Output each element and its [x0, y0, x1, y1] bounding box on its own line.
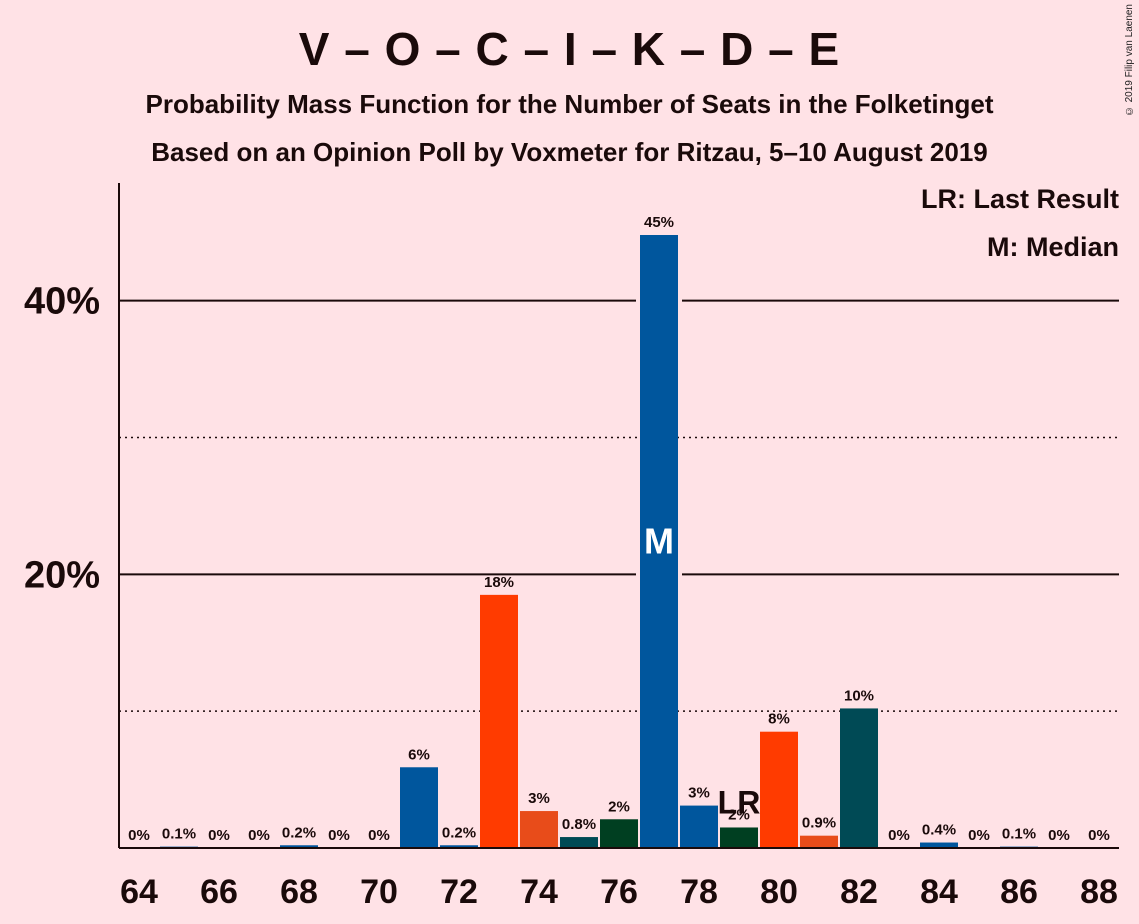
data-label-86: 0.1%	[1002, 826, 1036, 843]
bar-seats-76	[600, 819, 638, 848]
bar-seats-79	[720, 827, 758, 848]
median-bar-gap-left	[636, 298, 640, 303]
data-label-70: 0%	[368, 827, 390, 844]
data-label-67: 0%	[248, 827, 270, 844]
data-label-80: 8%	[768, 711, 790, 728]
chart-title: V – O – C – I – K – D – E	[298, 23, 841, 75]
bar-seats-78	[680, 805, 718, 848]
x-tick-label: 88	[1080, 873, 1118, 911]
bar-seats-84	[920, 842, 958, 848]
data-label-73: 18%	[484, 574, 514, 591]
data-label-84: 0.4%	[922, 822, 956, 839]
y-tick-label: 40%	[24, 281, 100, 323]
data-label-82: 10%	[844, 687, 874, 704]
x-tick-label: 82	[840, 873, 878, 911]
x-tick-label: 64	[120, 873, 158, 911]
bar-seats-75	[560, 837, 598, 848]
x-tick-label: 70	[360, 873, 398, 911]
data-label-79: 2%	[728, 806, 750, 823]
data-label-71: 6%	[408, 746, 430, 763]
data-label-65: 0.1%	[162, 826, 196, 843]
data-label-83: 0%	[888, 827, 910, 844]
x-tick-label: 74	[520, 873, 558, 911]
x-tick-label: 84	[920, 873, 958, 911]
data-label-75: 0.8%	[562, 816, 596, 833]
data-label-66: 0%	[208, 827, 230, 844]
data-label-88: 0%	[1088, 827, 1110, 844]
bar-seats-80	[760, 731, 798, 848]
x-tick-label: 76	[600, 873, 638, 911]
median-bar-gap-right	[678, 298, 682, 303]
x-tick-label: 72	[440, 873, 478, 911]
x-tick-label: 86	[1000, 873, 1038, 911]
data-label-72: 0.2%	[442, 824, 476, 841]
legend-median: M: Median	[987, 232, 1119, 262]
bar-seats-81	[800, 835, 838, 848]
data-label-69: 0%	[328, 827, 350, 844]
bar-seats-73	[480, 594, 518, 848]
chart-subtitle-source: Based on an Opinion Poll by Voxmeter for…	[151, 137, 988, 167]
data-label-77: 45%	[644, 214, 674, 231]
bar-seats-68	[280, 845, 318, 848]
legend-last-result: LR: Last Result	[920, 184, 1119, 214]
data-label-64: 0%	[128, 827, 150, 844]
data-label-68: 0.2%	[282, 824, 316, 841]
x-tick-label: 68	[280, 873, 318, 911]
median-bar-gap-right	[678, 572, 682, 577]
median-marker: M	[644, 520, 674, 561]
bar-seats-71	[400, 767, 438, 848]
bar-seats-74	[520, 811, 558, 848]
bar-seats-72	[440, 845, 478, 848]
data-label-87: 0%	[1048, 827, 1070, 844]
x-tick-label: 80	[760, 873, 798, 911]
chart-subtitle: Probability Mass Function for the Number…	[145, 89, 994, 119]
x-tick-label: 66	[200, 873, 238, 911]
bar-seats-82	[840, 708, 878, 848]
y-tick-label: 20%	[24, 554, 100, 596]
data-label-74: 3%	[528, 790, 550, 807]
last-result-marker: LR	[718, 784, 761, 820]
median-bar-gap-left	[636, 572, 640, 577]
data-label-78: 3%	[688, 785, 710, 802]
data-label-76: 2%	[608, 798, 630, 815]
data-label-85: 0%	[968, 827, 990, 844]
x-tick-label: 78	[680, 873, 718, 911]
bar-seats-77	[640, 234, 678, 849]
data-label-81: 0.9%	[802, 815, 836, 832]
